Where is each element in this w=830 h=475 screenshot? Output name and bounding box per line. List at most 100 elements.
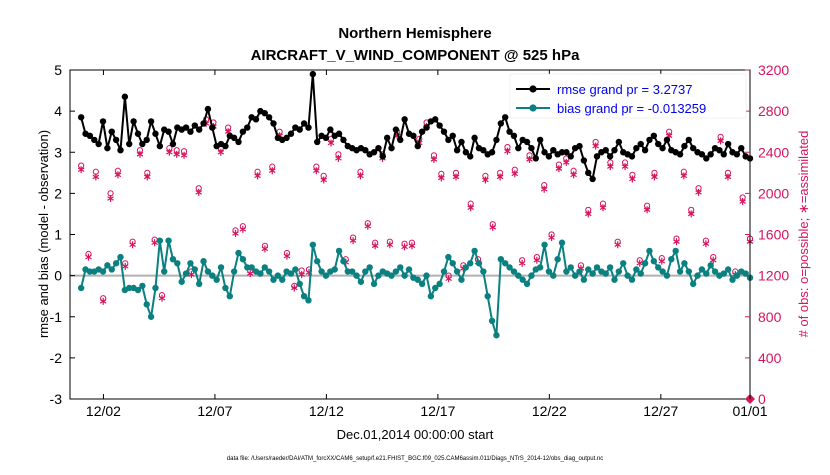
obs-assimilated-marker [151, 239, 158, 247]
obs-assimilated-marker [85, 253, 92, 261]
y-tick-label: 0 [54, 268, 62, 284]
bias-marker [462, 264, 470, 271]
bias-marker [563, 268, 570, 275]
rmse-marker [270, 120, 277, 127]
obs-assimilated-stroke [357, 173, 364, 179]
obs-assimilated-stroke [430, 157, 438, 162]
bias-marker [165, 237, 172, 244]
bias-marker [401, 272, 408, 279]
bias-marker [471, 247, 478, 255]
legend-rmse-marker [529, 85, 537, 93]
rmse-marker [204, 105, 212, 113]
bias-marker [296, 280, 303, 288]
obs-assimilated-stroke [136, 152, 144, 157]
obs-assimilated-stroke [673, 239, 680, 244]
rmse-marker [467, 153, 474, 160]
rmse-marker [738, 144, 745, 152]
obs-assimilated-marker [526, 155, 533, 163]
bias-marker [707, 262, 714, 269]
rmse-marker [707, 151, 714, 158]
obs-assimilated-stroke [709, 257, 717, 263]
bias-marker [204, 268, 212, 275]
obs-assimilated-marker [357, 172, 364, 180]
rmse-marker [550, 146, 557, 154]
bias-marker [335, 247, 343, 255]
obs-assimilated-marker [643, 206, 651, 214]
rmse-marker [589, 175, 596, 183]
bias-marker [523, 280, 531, 288]
obs-assimilated-marker [313, 167, 320, 175]
rmse-marker [462, 149, 470, 156]
y2-tick-label: 1200 [758, 268, 789, 284]
bias-marker [733, 272, 741, 279]
rmse-marker [615, 138, 623, 146]
obs-assimilated-marker [320, 176, 328, 184]
bias-marker [676, 268, 684, 275]
bias-marker [388, 272, 395, 279]
obs-assimilated-marker [364, 222, 372, 230]
rmse-marker [593, 153, 601, 160]
rmse-marker [230, 134, 238, 142]
rmse-marker [322, 134, 330, 142]
rmse-marker [375, 144, 382, 152]
rmse-marker [195, 126, 203, 133]
bias-marker [620, 260, 627, 267]
y-tick-label: -3 [50, 391, 63, 407]
bias-marker [654, 264, 662, 271]
bias-marker [515, 272, 522, 279]
obs-assimilated-stroke [188, 272, 195, 277]
obs-assimilated-stroke [695, 190, 702, 195]
y2-tick-label: 1600 [758, 227, 789, 243]
legend-bias-marker [529, 104, 537, 112]
rmse-marker [139, 140, 146, 148]
y-tick-label: 3 [54, 144, 62, 160]
bias-marker [292, 266, 299, 273]
rmse-marker [370, 149, 378, 156]
obs-assimilated-marker [511, 170, 519, 178]
rmse-marker [414, 142, 421, 150]
rmse-marker [169, 140, 177, 148]
obs-assimilated-marker [687, 210, 695, 218]
chart-title: Northern Hemisphere [338, 25, 491, 42]
right-axis-ticks: 0 400 800 1200 1600 2000 2400 2800 3200 [745, 62, 789, 407]
obs-assimilated-stroke [393, 133, 401, 139]
rmse-marker [445, 136, 452, 144]
obs-assimilated-stroke [651, 174, 658, 180]
obs-assimilated-stroke [371, 243, 379, 249]
bias-marker [703, 270, 710, 277]
rmse-marker [143, 136, 150, 144]
obs-assimilated-stroke [158, 295, 166, 301]
rmse-marker [659, 144, 666, 152]
obs-assimilated-marker [562, 159, 570, 167]
bias-marker [322, 272, 330, 279]
bias-marker [77, 284, 85, 292]
rmse-marker [77, 114, 85, 121]
x-tick-label: 12/17 [420, 403, 455, 419]
bias-marker [147, 313, 155, 320]
bias-marker [126, 284, 133, 292]
rmse-marker [147, 118, 155, 125]
bias-marker [362, 268, 369, 275]
bias-marker [497, 255, 505, 263]
bias-marker [235, 249, 242, 257]
bias-marker [244, 264, 251, 271]
bias-marker [248, 264, 255, 271]
bias-marker [309, 241, 317, 248]
obs-assimilated-stroke [724, 174, 732, 180]
bias-marker [637, 270, 644, 277]
bias-marker [576, 268, 583, 275]
bias-marker [270, 276, 277, 283]
bias-marker [397, 264, 404, 271]
bias-marker [152, 284, 159, 292]
obs-assimilated-stroke [629, 176, 636, 182]
obs-assimilated-marker [445, 275, 452, 283]
obs-assimilated-stroke [518, 261, 526, 266]
rmse-marker [576, 142, 583, 150]
bias-marker [357, 278, 365, 285]
rmse-marker [646, 136, 653, 144]
obs-assimilated-marker [504, 147, 511, 155]
rmse-marker [283, 134, 290, 142]
obs-assimilated-stroke [717, 138, 724, 144]
rmse-marker [397, 136, 404, 144]
obs-assimilated-stroke [254, 173, 261, 179]
